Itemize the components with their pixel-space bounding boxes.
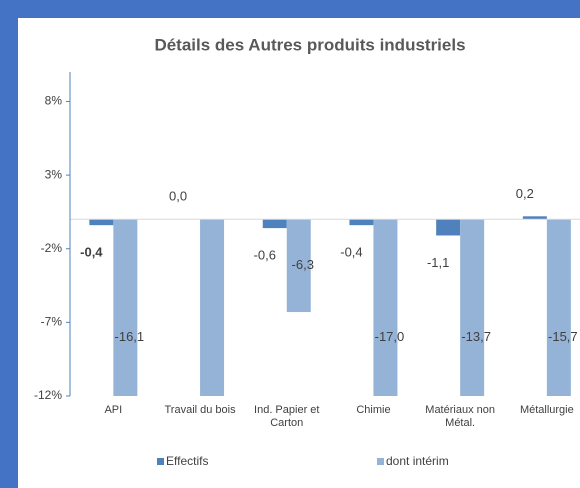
x-tick-label: Matériaux non Métal. (425, 404, 495, 429)
bar (373, 219, 398, 396)
bar (522, 216, 547, 220)
bar (89, 219, 114, 226)
bar (349, 219, 374, 226)
bar (286, 219, 311, 313)
value-label: -0,4 (80, 245, 103, 260)
plot-area (89, 216, 571, 396)
bar (460, 219, 485, 396)
x-tick-label: API (104, 404, 122, 416)
legend-label: Effectifs (166, 454, 208, 468)
x-tick-label: Chimie (356, 404, 390, 416)
legend-swatch (377, 458, 384, 465)
value-label: -13,7 (461, 329, 491, 344)
chart-title: Détails des Autres produits industriels (154, 35, 465, 54)
y-tick-label: 8% (45, 94, 63, 108)
value-label: -1,1 (427, 255, 449, 270)
y-tick-label: -12% (34, 388, 62, 402)
x-tick-label: Travail du bois (164, 404, 236, 416)
legend-label: dont intérim (386, 454, 449, 468)
y-tick-label: -2% (41, 241, 63, 255)
x-tick-label: Ind. Papier et Carton (254, 404, 319, 429)
bar (546, 219, 571, 396)
bar (113, 219, 138, 396)
y-tick-label: -7% (41, 315, 63, 329)
value-label: -16,1 (115, 329, 145, 344)
bar (262, 219, 287, 229)
bar (436, 219, 461, 236)
x-tick-label: Métallurgie (520, 404, 574, 416)
value-label: 0,2 (516, 186, 534, 201)
value-label: -17,0 (375, 329, 405, 344)
value-label: -0,6 (254, 248, 276, 263)
value-label: -0,4 (340, 245, 362, 260)
y-tick-label: 3% (45, 167, 63, 181)
value-label: -15,7 (548, 329, 578, 344)
legend-swatch (157, 458, 164, 465)
value-label: -6,3 (292, 257, 314, 272)
value-label: 0,0 (169, 189, 187, 204)
bar (200, 219, 225, 396)
